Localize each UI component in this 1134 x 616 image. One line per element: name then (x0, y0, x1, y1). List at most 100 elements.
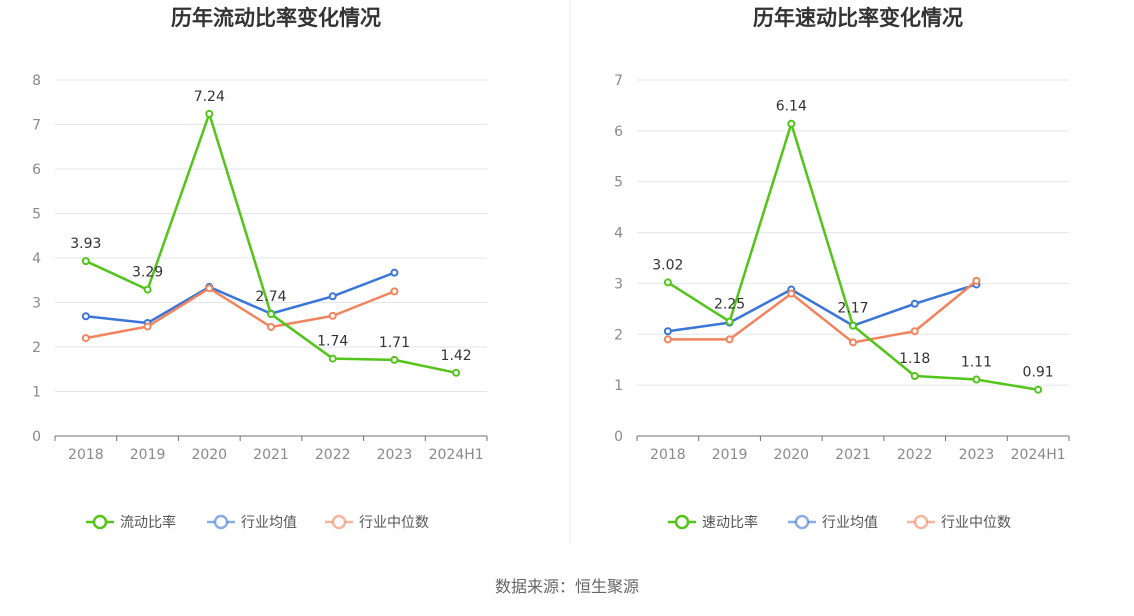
data-point-median[interactable] (205, 284, 214, 293)
series-line-avg (667, 283, 977, 333)
y-tick-label: 1 (32, 385, 41, 401)
data-point-median[interactable] (81, 334, 90, 343)
y-tick-label: 0 (614, 429, 623, 445)
legend-item-median[interactable]: 行业中位数 (325, 514, 429, 531)
y-tick-label: 6 (32, 162, 41, 178)
data-point-primary[interactable] (972, 375, 981, 384)
legend-label: 行业均值 (241, 515, 297, 531)
data-point-median[interactable] (663, 335, 672, 344)
y-tick-label: 7 (614, 73, 623, 89)
legend-label: 行业均值 (822, 515, 878, 531)
data-label: 2.74 (255, 289, 286, 305)
y-tick-label: 1 (614, 378, 623, 394)
legend-item-primary[interactable]: 流动比率 (86, 514, 176, 531)
data-point-median[interactable] (972, 276, 981, 285)
legend-label: 行业中位数 (359, 515, 429, 531)
data-point-median[interactable] (849, 338, 857, 347)
x-tick-label: 2019 (130, 447, 166, 463)
data-label: 1.42 (441, 348, 472, 364)
x-tick-label: 2018 (650, 447, 686, 463)
series-line-median (85, 287, 395, 340)
data-label: 1.18 (899, 351, 930, 367)
x-tick-label: 2020 (191, 447, 227, 463)
data-point-primary[interactable] (1034, 385, 1043, 394)
data-point-median[interactable] (267, 322, 275, 331)
legend-marker-icon (331, 514, 347, 530)
x-tick-label: 2021 (253, 447, 289, 463)
data-point-median[interactable] (328, 311, 337, 320)
legend-item-primary[interactable]: 速动比率 (668, 514, 758, 531)
y-tick-label: 4 (614, 226, 623, 242)
data-label: 3.93 (70, 236, 101, 252)
data-point-primary[interactable] (663, 278, 672, 287)
legend-label: 流动比率 (120, 514, 176, 531)
current-ratio-chart: 历年流动比率变化情况 0 1 2 3 4 5 6 7 8 2018 2019 2020 2021 2022 2… (32, 6, 488, 531)
series-line-avg (85, 271, 395, 325)
data-point-primary[interactable] (787, 119, 796, 128)
legend-marker-icon (674, 514, 690, 530)
y-tick-label: 6 (614, 124, 623, 140)
y-tick-label: 0 (32, 429, 41, 445)
data-point-primary[interactable] (725, 317, 734, 326)
data-point-primary[interactable] (267, 310, 275, 319)
series-line-primary (667, 122, 1039, 391)
y-tick-label: 5 (32, 207, 41, 223)
x-tick-label: 2024H1 (429, 447, 484, 463)
x-tick-label: 2023 (959, 447, 995, 463)
data-point-primary[interactable] (143, 285, 152, 294)
data-point-median[interactable] (787, 289, 796, 298)
x-tick-label: 2022 (897, 447, 933, 463)
data-point-median[interactable] (143, 322, 152, 331)
quick-ratio-chart: 历年速动比率变化情况 0 1 2 3 4 5 6 7 2018 2019 2020 2021 2022 20… (614, 6, 1070, 531)
x-tick-label: 2024H1 (1011, 447, 1066, 463)
x-tick-label: 2019 (712, 447, 748, 463)
legend-item-median[interactable]: 行业中位数 (907, 514, 1011, 531)
data-point-primary[interactable] (205, 109, 214, 118)
data-source: 数据来源：恒生聚源 (495, 577, 639, 596)
data-point-primary[interactable] (328, 354, 337, 363)
y-tick-label: 2 (614, 327, 623, 343)
data-label: 1.74 (317, 334, 348, 350)
data-point-primary[interactable] (849, 321, 857, 330)
data-point-avg[interactable] (910, 299, 919, 308)
series-line-median (667, 279, 978, 344)
data-point-avg[interactable] (390, 268, 399, 277)
data-point-avg[interactable] (328, 292, 337, 301)
data-point-primary[interactable] (910, 371, 919, 380)
data-point-avg[interactable] (663, 327, 672, 336)
x-tick-label: 2018 (68, 447, 104, 463)
x-tick-label: 2020 (773, 447, 809, 463)
data-label: 6.14 (776, 99, 807, 115)
legend-marker-icon (794, 514, 810, 530)
x-tick-label: 2023 (377, 447, 413, 463)
data-point-primary[interactable] (81, 257, 90, 266)
legend-item-avg[interactable]: 行业均值 (788, 514, 878, 531)
legend-label: 速动比率 (702, 514, 758, 531)
chart-title: 历年流动比率变化情况 (171, 6, 381, 30)
x-tick-label: 2022 (315, 447, 351, 463)
data-label: 1.11 (961, 355, 992, 371)
data-label: 2.25 (714, 297, 745, 313)
data-label: 7.24 (194, 89, 225, 105)
data-point-median[interactable] (725, 335, 734, 344)
legend-marker-icon (213, 514, 229, 530)
x-tick-label: 2021 (835, 447, 871, 463)
y-tick-label: 7 (32, 118, 41, 134)
y-tick-label: 2 (32, 340, 41, 356)
data-point-primary[interactable] (452, 368, 461, 377)
data-label: 0.91 (1023, 365, 1054, 381)
data-label: 2.17 (837, 301, 868, 317)
data-point-median[interactable] (910, 327, 919, 336)
legend-marker-icon (913, 514, 929, 530)
data-point-median[interactable] (390, 287, 399, 296)
data-label: 3.02 (652, 257, 683, 273)
legend-marker-icon (92, 514, 108, 530)
legend-label: 行业中位数 (941, 515, 1011, 531)
data-label: 3.29 (132, 265, 163, 281)
data-label: 1.71 (379, 335, 410, 351)
legend-item-avg[interactable]: 行业均值 (207, 514, 297, 531)
y-tick-label: 8 (32, 73, 41, 89)
data-point-primary[interactable] (390, 355, 399, 364)
data-point-avg[interactable] (81, 312, 90, 321)
